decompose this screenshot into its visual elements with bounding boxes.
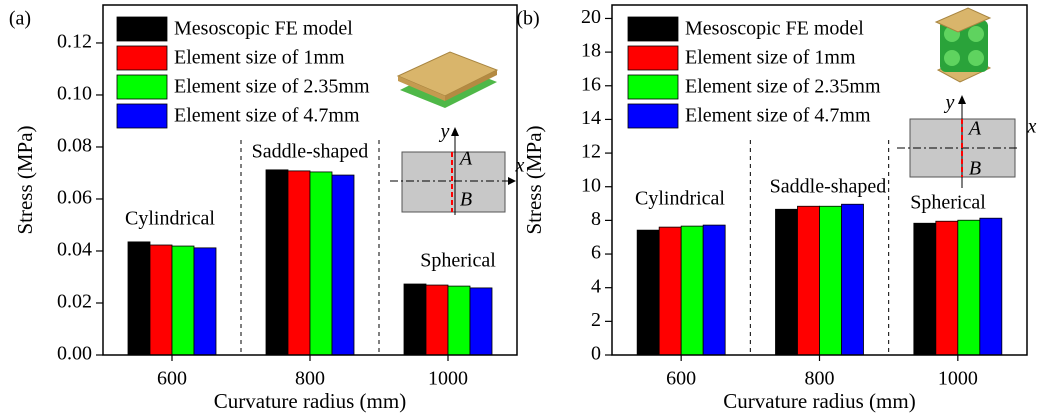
bar xyxy=(936,221,958,355)
group-label: Spherical xyxy=(910,192,986,214)
inset-label: A xyxy=(458,148,473,170)
bar xyxy=(681,226,703,355)
inset-label: B xyxy=(969,158,981,180)
legend-swatch xyxy=(117,75,167,99)
inset-label: x xyxy=(1027,116,1037,138)
y-tick-label: 0 xyxy=(591,343,601,365)
group-label: Spherical xyxy=(420,250,496,272)
y-tick-label: 14 xyxy=(581,107,601,129)
y-tick-label: 0.10 xyxy=(57,83,92,105)
bar xyxy=(150,245,172,355)
y-tick-label: 4 xyxy=(591,275,601,297)
page: {"chart_data": [ {"type": "bar", "panel_… xyxy=(0,0,1043,414)
figure: 0.00 0.02 0.04 0.06 0.08 0.10 0.12 600 800 1000 Me… xyxy=(0,0,1043,414)
legend-swatch xyxy=(117,46,167,70)
panel-label: (a) xyxy=(9,8,31,30)
x-axis-title: Curvature radius (mm) xyxy=(723,389,915,413)
legend-label: Element size of 4.7mm xyxy=(685,105,871,127)
bar xyxy=(310,172,332,355)
legend-swatch xyxy=(628,17,678,41)
y-tick-label: 12 xyxy=(581,141,601,163)
group-label: Saddle-shaped xyxy=(770,176,887,198)
x-tick-label: 1000 xyxy=(938,368,978,390)
legend-label: Element size of 4.7mm xyxy=(174,105,360,127)
legend-label: Element size of 1mm xyxy=(174,47,345,69)
legend-swatch xyxy=(117,17,167,41)
bar xyxy=(820,206,842,355)
x-tick-label: 1000 xyxy=(428,368,468,390)
inset-diagram-b xyxy=(897,95,1020,188)
y-tick-label: 20 xyxy=(581,6,601,28)
y-tick-label: 0.02 xyxy=(57,291,92,313)
bar xyxy=(798,206,820,355)
y-tick-label: 6 xyxy=(591,242,601,264)
legend-label: Mesoscopic FE model xyxy=(685,18,864,40)
y-tick-label: 16 xyxy=(581,73,601,95)
y-tick-label: 0.06 xyxy=(57,187,92,209)
y-tick-label: 0.08 xyxy=(57,135,92,157)
bar xyxy=(637,230,659,355)
y-tick-label: 0.12 xyxy=(57,31,92,53)
bar xyxy=(266,170,288,355)
group-label: Saddle-shaped xyxy=(252,141,369,163)
y-tick-label: 8 xyxy=(591,208,601,230)
inset-image-a xyxy=(398,52,497,108)
bar xyxy=(703,225,725,355)
x-tick-label: 600 xyxy=(157,368,187,390)
inset-label: y xyxy=(944,92,955,114)
y-tick-label: 18 xyxy=(581,40,601,62)
legend-label: Element size of 2.35mm xyxy=(174,76,370,98)
bar xyxy=(980,218,1002,355)
y-tick-label: 10 xyxy=(581,174,601,196)
bar xyxy=(842,204,864,355)
legend-swatch xyxy=(628,46,678,70)
y-tick-label: 0.04 xyxy=(57,239,92,261)
bar xyxy=(426,285,448,355)
bar xyxy=(448,286,470,355)
panel-label: (b) xyxy=(516,8,539,30)
bar xyxy=(288,171,310,355)
bar xyxy=(404,284,426,355)
bar xyxy=(958,220,980,355)
x-tick-label: 600 xyxy=(666,368,696,390)
y-tick-label: 0.00 xyxy=(57,343,92,365)
inset-image-b xyxy=(936,8,990,82)
legend-label: Element size of 2.35mm xyxy=(685,76,881,98)
group-label: Cylindrical xyxy=(125,208,215,230)
legend-swatch xyxy=(628,75,678,99)
y-tick-label: 2 xyxy=(591,309,601,331)
legend-swatch xyxy=(628,104,678,128)
inset-label: B xyxy=(460,189,472,211)
legend-label: Element size of 1mm xyxy=(685,47,856,69)
bar xyxy=(470,288,492,355)
bar xyxy=(194,248,216,355)
group-label: Cylindrical xyxy=(635,188,725,210)
bar xyxy=(776,209,798,355)
bar xyxy=(172,246,194,355)
inset-label: A xyxy=(967,118,982,140)
x-tick-label: 800 xyxy=(295,368,325,390)
y-axis-title: Stress (MPa) xyxy=(13,125,37,234)
bar xyxy=(659,227,681,355)
bar xyxy=(332,175,354,355)
x-tick-label: 800 xyxy=(805,368,835,390)
bar xyxy=(128,242,150,355)
y-axis-title: Stress (MPa) xyxy=(522,125,546,234)
inset-label: y xyxy=(439,121,450,143)
legend-label: Mesoscopic FE model xyxy=(174,18,353,40)
inset-diagram-a xyxy=(390,127,516,215)
legend-swatch xyxy=(117,104,167,128)
x-axis-title: Curvature radius (mm) xyxy=(214,389,406,413)
bar xyxy=(914,223,936,355)
